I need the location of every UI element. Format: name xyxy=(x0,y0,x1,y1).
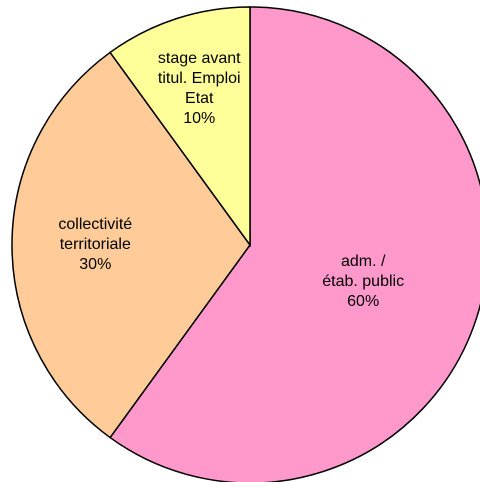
pie-slice xyxy=(109,6,480,482)
pie-slice xyxy=(11,51,251,439)
slice-label: collectivité xyxy=(58,216,132,233)
slice-value-label: 10% xyxy=(183,110,215,127)
slice-value-label: 60% xyxy=(347,293,379,310)
slice-label: titul. Emploi xyxy=(158,70,241,87)
slice-label: adm. / xyxy=(341,253,386,270)
slice-label: Etat xyxy=(185,90,214,107)
slice-value-label: 30% xyxy=(79,256,111,273)
slice-label: étab. public xyxy=(322,273,404,290)
pie-slice xyxy=(109,6,251,248)
slice-label: stage avant xyxy=(158,50,241,67)
slice-label: territoriale xyxy=(60,236,131,253)
